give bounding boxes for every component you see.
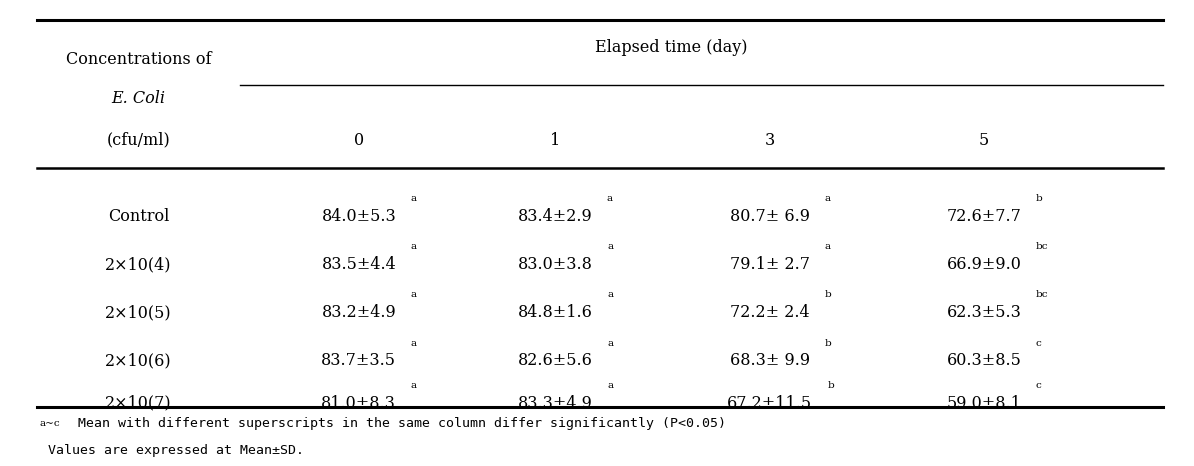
Text: 0: 0 [353,132,364,149]
Text: a: a [411,242,417,251]
Text: Mean with different superscripts in the same column differ significantly (P<0.05: Mean with different superscripts in the … [69,418,726,430]
Text: bc: bc [1036,242,1048,251]
Text: Elapsed time (day): Elapsed time (day) [595,39,747,56]
Text: bc: bc [1036,290,1048,299]
Text: a: a [607,290,614,299]
Text: 83.3±4.9: 83.3±4.9 [518,395,592,411]
Text: 62.3±5.3: 62.3±5.3 [947,304,1022,321]
Text: 83.7±3.5: 83.7±3.5 [321,352,396,370]
Text: a: a [411,290,417,299]
Text: a: a [607,242,614,251]
Text: 80.7± 6.9: 80.7± 6.9 [730,208,810,225]
Text: c: c [1036,339,1041,348]
Text: Concentrations of: Concentrations of [66,51,211,68]
Text: 82.6±5.6: 82.6±5.6 [518,352,592,370]
Text: 83.2±4.9: 83.2±4.9 [321,304,396,321]
Text: 83.0±3.8: 83.0±3.8 [518,256,592,273]
Text: a: a [607,381,614,390]
Text: b: b [825,339,832,348]
Text: 3: 3 [764,132,775,149]
Text: c: c [1036,381,1041,390]
Text: 5: 5 [979,132,990,149]
Text: a~c: a~c [39,419,60,428]
Text: 68.3± 9.9: 68.3± 9.9 [730,352,810,370]
Text: 2×10(7): 2×10(7) [105,395,172,411]
Text: E. Coli: E. Coli [111,90,166,107]
Text: b: b [825,290,831,299]
Text: a: a [607,194,614,204]
Text: a: a [411,381,417,390]
Text: 2×10(4): 2×10(4) [105,256,172,273]
Text: 83.4±2.9: 83.4±2.9 [518,208,592,225]
Text: a: a [411,194,417,204]
Text: 66.9±9.0: 66.9±9.0 [947,256,1022,273]
Text: 72.6±7.7: 72.6±7.7 [947,208,1022,225]
Text: 72.2± 2.4: 72.2± 2.4 [730,304,810,321]
Text: 81.0±8.3: 81.0±8.3 [321,395,396,411]
Text: 2×10(5): 2×10(5) [105,304,172,321]
Text: a: a [825,194,831,204]
Text: b: b [829,381,835,390]
Text: a: a [411,339,417,348]
Text: 60.3±8.5: 60.3±8.5 [947,352,1022,370]
Text: Control: Control [107,208,170,225]
Text: 83.5±4.4: 83.5±4.4 [321,256,396,273]
Text: a: a [607,339,614,348]
Text: 84.0±5.3: 84.0±5.3 [321,208,396,225]
Text: 84.8±1.6: 84.8±1.6 [518,304,592,321]
Text: 1: 1 [550,132,560,149]
Text: (cfu/ml): (cfu/ml) [106,132,171,149]
Text: Values are expressed at Mean±SD.: Values are expressed at Mean±SD. [39,444,303,457]
Text: b: b [1036,194,1042,204]
Text: 59.0±8.1: 59.0±8.1 [947,395,1022,411]
Text: a: a [825,242,831,251]
Text: 2×10(6): 2×10(6) [105,352,172,370]
Text: 79.1± 2.7: 79.1± 2.7 [730,256,810,273]
Text: 67.2±11.5: 67.2±11.5 [727,395,812,411]
